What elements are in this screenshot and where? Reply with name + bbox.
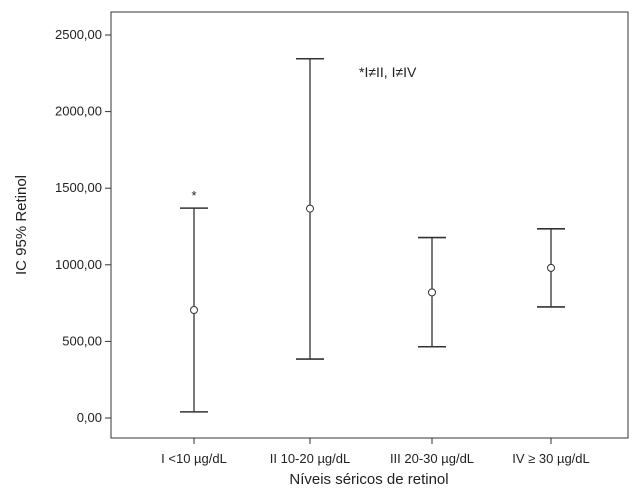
y-tick-label: 1500,00	[55, 180, 102, 195]
y-tick-label: 0,00	[77, 410, 102, 425]
error-bar-group	[537, 227, 565, 308]
mean-marker	[306, 204, 314, 213]
error-bar-group: *	[180, 188, 208, 413]
mean-marker	[190, 305, 198, 314]
error-bars: *	[180, 57, 565, 413]
y-tick-label: 2500,00	[55, 27, 102, 42]
y-axis: 0,00 500,00 1000,00 1500,00 2000,00 2500,00	[55, 27, 111, 425]
significance-mark: *	[191, 188, 196, 203]
mean-marker	[428, 288, 436, 297]
y-tick-label: 2000,00	[55, 104, 102, 119]
plot-frame	[110, 11, 629, 439]
x-tick-label: III 20-30 µg/dL	[390, 451, 474, 466]
x-tick-label: II 10-20 µg/dL	[270, 451, 351, 466]
y-tick-label: 1000,00	[55, 257, 102, 272]
mean-marker	[547, 263, 555, 272]
x-axis: I <10 µg/dL II 10-20 µg/dL III 20-30 µg/dL…	[161, 438, 590, 466]
chart-annotation: *I≠II, I≠IV	[359, 64, 417, 80]
x-tick-label: IV ≥ 30 µg/dL	[512, 451, 590, 466]
y-axis-title: IC 95% Retinol	[13, 175, 30, 275]
error-bar-group	[418, 236, 446, 348]
x-tick-label: I <10 µg/dL	[161, 451, 227, 466]
error-bar-group	[296, 57, 324, 360]
y-tick-label: 500,00	[62, 333, 102, 348]
x-axis-title: Níveis séricos de retinol	[289, 471, 448, 488]
